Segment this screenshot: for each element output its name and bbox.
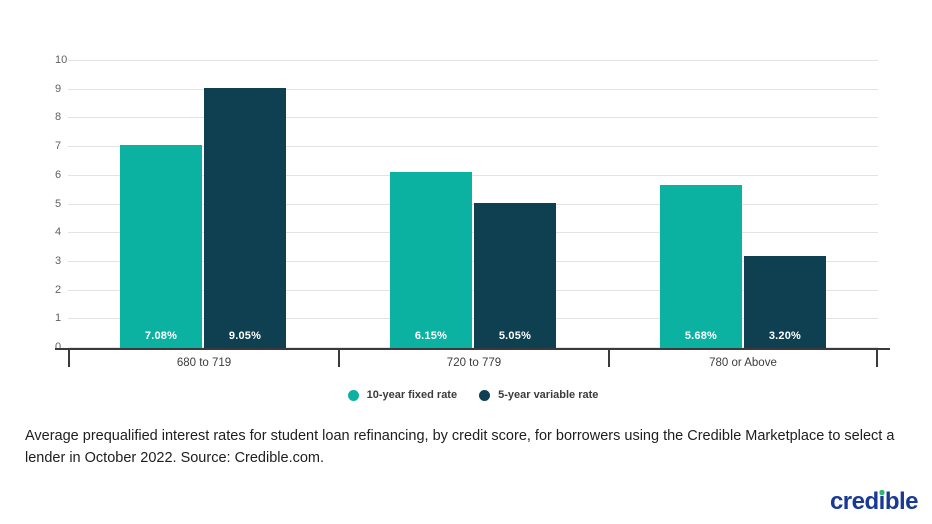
logo-i-dot-icon [879, 490, 885, 495]
bar-group: 5.68% 3.20% [608, 61, 878, 348]
legend-item: 5-year variable rate [479, 389, 598, 401]
y-tick-label: 0 [55, 341, 62, 353]
credible-logo: credı ble [829, 488, 919, 515]
bar-5-year-variable-rate: 5.05% [473, 203, 556, 348]
y-axis: 0 1 2 3 4 5 6 7 8 9 10 [55, 55, 75, 353]
bar-value-label: 5.68% [684, 330, 718, 342]
gridline [68, 347, 878, 348]
bar-value-label: 5.05% [498, 330, 532, 342]
y-tick-label: 10 [55, 54, 68, 66]
bar-5-year-variable-rate: 3.20% [743, 256, 826, 348]
chart-legend: 10-year fixed rate 5-year variable rate [68, 389, 878, 401]
bar-10-year-fixed-rate: 5.68% [659, 184, 742, 348]
category-cell: 780 or Above [607, 350, 878, 369]
bar-value-label: 7.08% [144, 330, 178, 342]
y-tick-label: 1 [55, 312, 62, 325]
gridline [68, 117, 878, 119]
legend-dot-icon [479, 389, 491, 401]
y-tick-label: 3 [55, 254, 62, 267]
bar-value-label: 6.15% [414, 330, 448, 342]
legend-label: 5-year variable rate [498, 389, 599, 401]
bar-groups: 7.08% 9.05% 6.15% 5.05% 5.68% 3.20% [68, 61, 878, 348]
y-tick-label: 9 [55, 82, 62, 95]
bar-5-year-variable-rate: 9.05% [203, 88, 286, 348]
bar-value-label: 3.20% [768, 330, 802, 342]
y-tick-label: 8 [55, 111, 62, 124]
legend-dot-icon [347, 389, 359, 401]
bar-group: 6.15% 5.05% [338, 61, 608, 348]
chart-plot-area: 7.08% 9.05% 6.15% 5.05% 5.68% 3.20% [68, 60, 878, 348]
y-tick-label: 2 [55, 283, 62, 296]
logo-letter-i: ı [878, 488, 886, 515]
y-tick-label: 5 [55, 197, 62, 210]
gridline [68, 289, 878, 291]
legend-label: 10-year fixed rate [366, 389, 458, 401]
gridline [68, 232, 878, 234]
gridline [68, 88, 878, 90]
category-cell: 680 to 719 [68, 350, 338, 369]
category-label: 720 to 779 [446, 357, 502, 369]
logo-text: cred [829, 488, 879, 515]
category-cell: 720 to 779 [337, 350, 608, 369]
gridline [68, 60, 878, 61]
bar-10-year-fixed-rate: 6.15% [389, 171, 472, 348]
legend-item: 10-year fixed rate [347, 389, 458, 401]
gridline [68, 203, 878, 205]
gridline [68, 318, 878, 320]
bar-value-label: 9.05% [228, 330, 262, 342]
category-label: 680 to 719 [176, 357, 232, 369]
bar-10-year-fixed-rate: 7.08% [119, 144, 202, 348]
y-tick-label: 6 [55, 168, 62, 181]
gridline [68, 260, 878, 262]
x-axis-categories: 680 to 719 720 to 779 780 or Above [68, 350, 878, 372]
gridline [68, 146, 878, 148]
y-tick-label: 7 [55, 140, 62, 153]
x-axis-line [55, 348, 890, 350]
category-label: 780 or Above [709, 357, 777, 369]
logo-text: ble [884, 488, 919, 515]
chart-caption: Average prequalified interest rates for … [25, 428, 895, 466]
y-tick-label: 4 [55, 226, 62, 239]
gridline [68, 174, 878, 176]
bar-group: 7.08% 9.05% [68, 61, 338, 348]
